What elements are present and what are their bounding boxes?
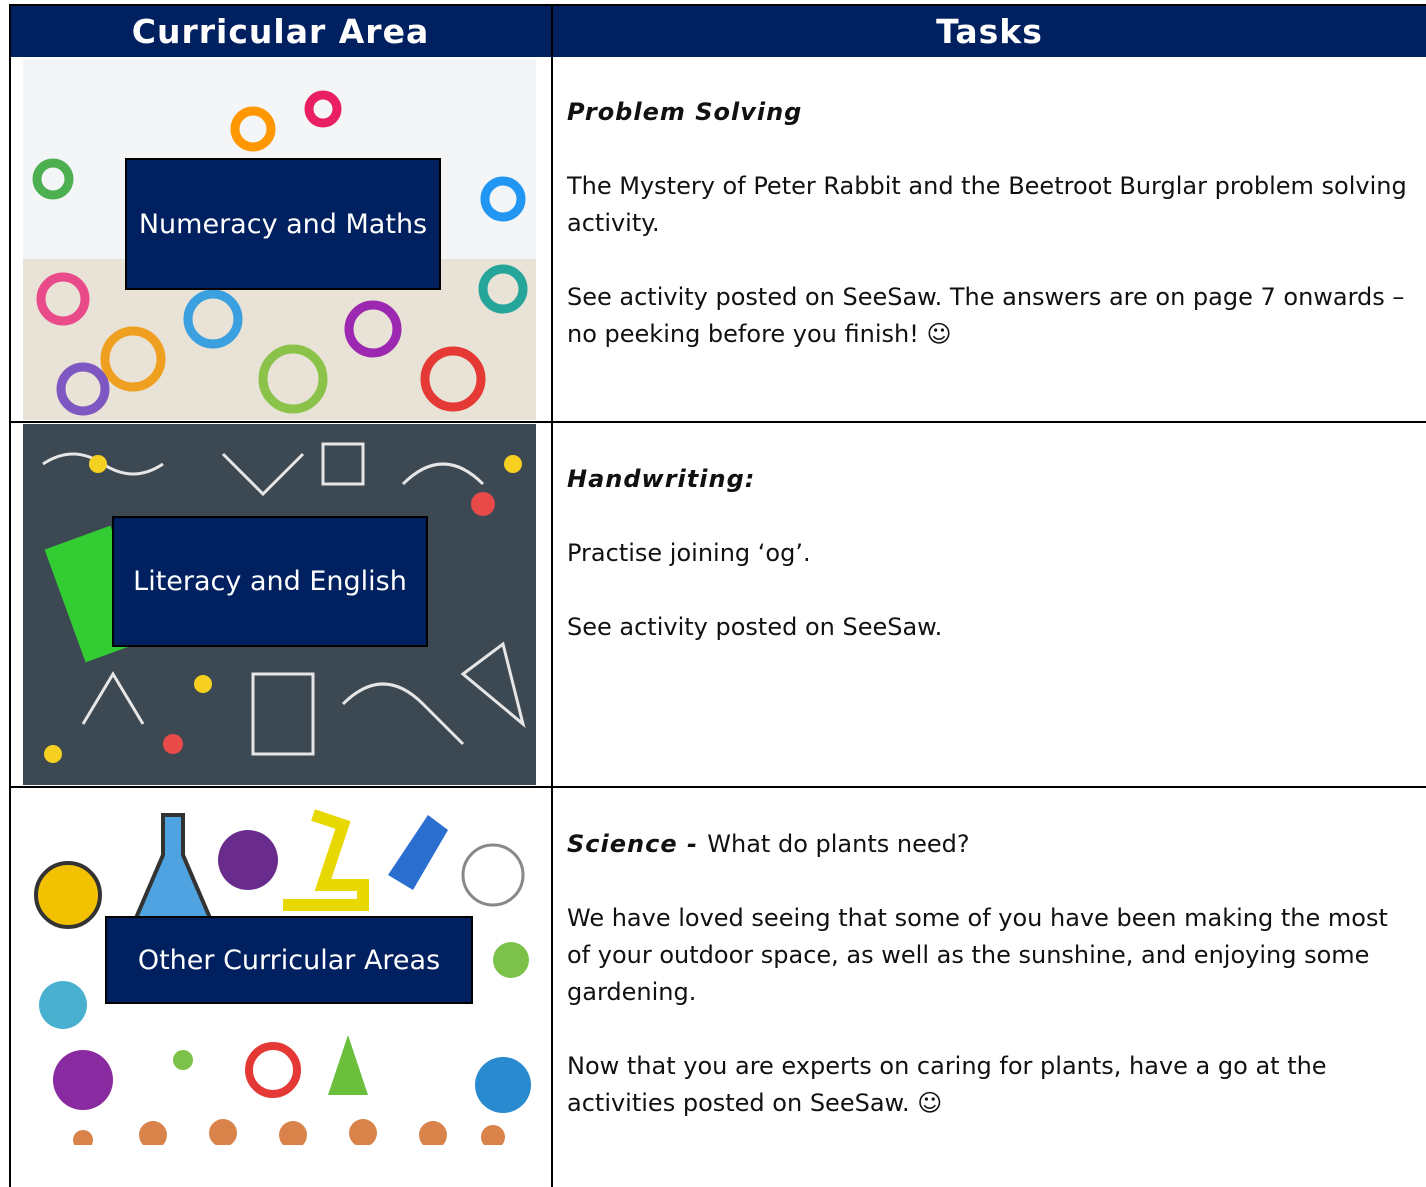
- table-border: [9, 4, 1426, 6]
- task-text: The Mystery of Peter Rabbit and the Beet…: [567, 172, 1407, 237]
- task-heading: Science -: [567, 830, 698, 858]
- table-border: [9, 421, 1426, 423]
- task-heading: Handwriting:: [567, 465, 756, 493]
- task-cell: Problem Solving The Mystery of Peter Rab…: [567, 94, 1417, 390]
- table-border: [551, 5, 553, 1187]
- area-label: Numeracy and Maths: [125, 158, 441, 290]
- task-text: Now that you are experts on caring for p…: [567, 1052, 1327, 1117]
- task-text: Practise joining ‘og’.: [567, 539, 811, 567]
- column-header: Tasks: [553, 5, 1426, 57]
- area-label: Other Curricular Areas: [105, 916, 473, 1004]
- table-border: [9, 786, 1426, 788]
- table-border: [9, 5, 11, 1187]
- task-heading-line: Science - What do plants need?: [567, 826, 1417, 863]
- task-text: We have loved seeing that some of you ha…: [567, 904, 1388, 1006]
- task-subheading: What do plants need?: [707, 830, 970, 858]
- task-text: See activity posted on SeeSaw.: [567, 613, 943, 641]
- task-heading: Problem Solving: [567, 98, 803, 126]
- area-label: Literacy and English: [112, 516, 428, 647]
- task-cell: Handwriting: Practise joining ‘og’. See …: [567, 461, 1417, 683]
- task-text: See activity posted on SeeSaw. The answe…: [567, 283, 1405, 348]
- column-header: Curricular Area: [10, 5, 551, 57]
- task-cell: Science - What do plants need? We have l…: [567, 826, 1417, 1159]
- maths-image: [23, 59, 536, 420]
